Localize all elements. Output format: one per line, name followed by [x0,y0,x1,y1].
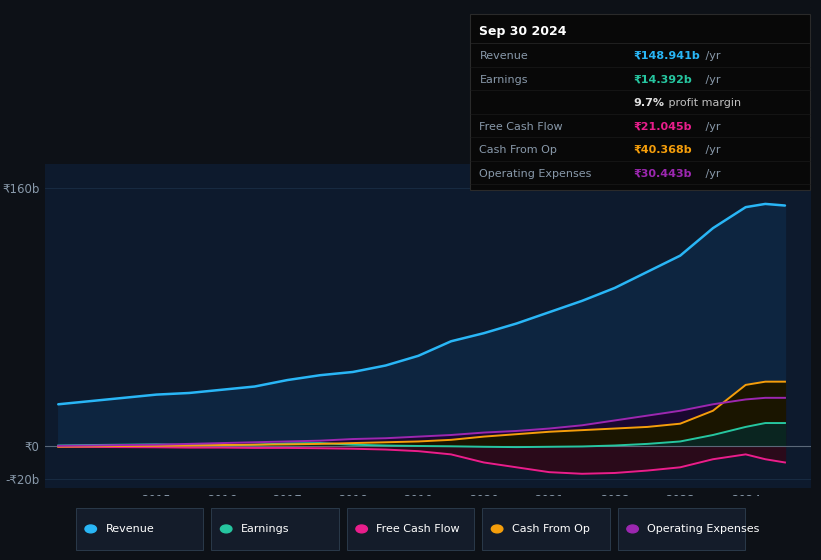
Text: Earnings: Earnings [241,524,290,534]
Text: /yr: /yr [702,122,721,132]
Text: ₹30.443b: ₹30.443b [634,169,692,179]
Text: Revenue: Revenue [479,51,528,61]
Text: Cash From Op: Cash From Op [512,524,589,534]
Text: ₹21.045b: ₹21.045b [634,122,692,132]
Text: Free Cash Flow: Free Cash Flow [376,524,460,534]
Text: /yr: /yr [702,145,721,155]
Text: Cash From Op: Cash From Op [479,145,557,155]
Text: 9.7%: 9.7% [634,98,665,108]
Text: ₹40.368b: ₹40.368b [634,145,692,155]
Text: Free Cash Flow: Free Cash Flow [479,122,563,132]
Text: Sep 30 2024: Sep 30 2024 [479,25,567,38]
Text: ₹14.392b: ₹14.392b [634,74,693,85]
Text: /yr: /yr [702,169,721,179]
Text: Earnings: Earnings [479,74,528,85]
Text: ₹148.941b: ₹148.941b [634,51,700,61]
Text: /yr: /yr [702,51,721,61]
Text: Operating Expenses: Operating Expenses [479,169,592,179]
Text: Revenue: Revenue [105,524,154,534]
Text: Operating Expenses: Operating Expenses [647,524,759,534]
Text: profit margin: profit margin [665,98,741,108]
Text: /yr: /yr [702,74,721,85]
